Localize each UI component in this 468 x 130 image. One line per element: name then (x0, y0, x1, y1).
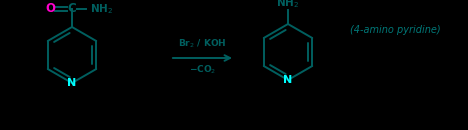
Text: C: C (67, 2, 76, 15)
Text: N: N (67, 78, 77, 88)
Text: O: O (45, 2, 55, 15)
Text: (4-amino pyridine): (4-amino pyridine) (350, 25, 440, 35)
Text: −CO$_2$: −CO$_2$ (189, 63, 216, 76)
Text: Br$_2$ / KOH: Br$_2$ / KOH (178, 37, 227, 50)
Text: NH$_2$: NH$_2$ (90, 2, 113, 16)
Text: NH$_2$: NH$_2$ (277, 0, 300, 10)
Text: N: N (284, 75, 292, 85)
